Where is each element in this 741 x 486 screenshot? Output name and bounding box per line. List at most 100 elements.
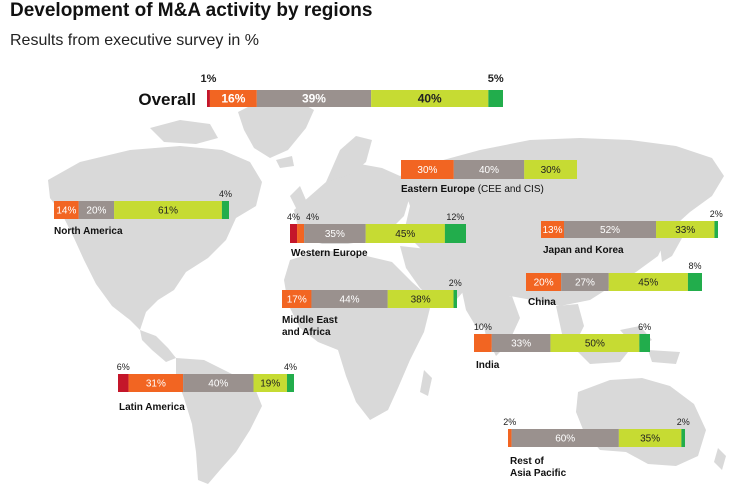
data-label-latin-america-increase: 19% xyxy=(260,379,280,390)
region-label-latin-america: Latin America xyxy=(119,402,185,413)
region-north-america: 14% 20% 61% 4% North America xyxy=(54,189,232,237)
bar-segment-western-europe-unchanged xyxy=(304,224,366,243)
data-label-japan-korea-strong-increase: 2% xyxy=(710,209,723,219)
data-label-china-unchanged: 27% xyxy=(575,278,595,289)
data-label-rest-asia-pacific-decrease: 2% xyxy=(503,417,516,427)
data-label-india-decrease: 10% xyxy=(474,322,492,332)
data-label-north-america-unchanged: 20% xyxy=(86,206,106,217)
region-label-rest-asia-pacific-line-2: Asia Pacific xyxy=(510,468,567,479)
data-label-north-america-strong-increase: 4% xyxy=(219,189,232,199)
bar-segment-overall-strong-decrease xyxy=(207,90,210,107)
bar-segment-japan-korea-decrease xyxy=(541,221,565,238)
bar-segment-india-increase xyxy=(550,334,640,352)
region-label-japan-korea: Japan and Korea xyxy=(543,245,624,256)
bar-segment-latin-america-decrease xyxy=(128,374,184,392)
data-label-north-america-decrease: 14% xyxy=(56,206,76,217)
data-label-latin-america-unchanged: 40% xyxy=(208,379,228,390)
bar-segment-eastern-europe-decrease xyxy=(401,160,454,179)
data-label-china-strong-increase: 8% xyxy=(688,261,701,271)
bar-segment-north-america-unchanged xyxy=(78,201,115,219)
data-label-overall-strong-increase: 5% xyxy=(488,73,504,85)
data-label-overall-increase: 40% xyxy=(418,91,442,105)
bar-segment-middle-east-africa-increase xyxy=(387,290,454,308)
region-western-europe: 4% 4% 35% 45% 12% Western Europe xyxy=(287,212,466,259)
region-label-overall: Overall xyxy=(138,90,196,109)
data-label-china-decrease: 20% xyxy=(534,278,554,289)
bar-segment-china-increase xyxy=(608,273,688,291)
bar-segment-china-decrease xyxy=(526,273,562,291)
data-label-india-strong-increase: 6% xyxy=(638,322,651,332)
bar-segment-overall-increase xyxy=(371,90,489,107)
data-label-india-increase: 50% xyxy=(585,339,605,350)
chart-subtitle: Results from executive survey in % xyxy=(10,32,259,49)
bar-segment-india-unchanged xyxy=(491,334,551,352)
bar-segment-western-europe-increase xyxy=(365,224,445,243)
data-label-middle-east-africa-increase: 38% xyxy=(411,295,431,306)
data-label-eastern-europe-decrease: 30% xyxy=(417,165,437,176)
region-japan-korea: 13% 52% 33% 2% Japan and Korea xyxy=(541,209,723,256)
region-label-suffix: (CEE and CIS) xyxy=(475,184,544,195)
bar-segment-india-decrease xyxy=(474,334,492,352)
bar-segment-latin-america-increase xyxy=(253,374,287,392)
data-label-latin-america-strong-increase: 4% xyxy=(284,362,297,372)
data-label-western-europe-increase: 45% xyxy=(395,229,415,240)
bar-segment-latin-america-strong-decrease xyxy=(118,374,129,392)
bar-segment-china-strong-increase xyxy=(687,273,702,291)
data-label-india-unchanged: 33% xyxy=(511,339,531,350)
data-label-japan-korea-decrease: 13% xyxy=(542,225,562,236)
data-label-north-america-increase: 61% xyxy=(158,206,178,217)
region-india: 10% 33% 50% 6% India xyxy=(474,322,651,371)
bar-segment-eastern-europe-unchanged xyxy=(453,160,525,179)
data-label-overall-strong-decrease: 1% xyxy=(201,73,217,85)
data-label-western-europe-strong-decrease: 4% xyxy=(287,212,300,222)
bar-segment-middle-east-africa-unchanged xyxy=(311,290,388,308)
data-label-china-increase: 45% xyxy=(638,278,658,289)
region-eastern-europe: 30% 40% 30% Eastern Europe (CEE and CIS) xyxy=(401,160,577,195)
bar-segment-rest-asia-pacific-decrease xyxy=(508,429,512,447)
data-label-overall-decrease: 16% xyxy=(221,91,245,105)
bar-segment-eastern-europe-increase xyxy=(524,160,577,179)
data-label-western-europe-strong-increase: 12% xyxy=(446,212,464,222)
bar-segment-overall-strong-increase xyxy=(488,90,503,107)
data-label-western-europe-unchanged: 35% xyxy=(325,229,345,240)
region-label-north-america: North America xyxy=(54,226,123,237)
bar-segment-overall-decrease xyxy=(209,90,257,107)
data-label-overall-unchanged: 39% xyxy=(302,91,326,105)
region-label-eastern-europe: Eastern Europe (CEE and CIS) xyxy=(401,184,544,195)
bar-segment-north-america-decrease xyxy=(54,201,79,219)
region-label-middle-east-africa-line-2: and Africa xyxy=(282,327,331,338)
bar-segment-rest-asia-pacific-strong-increase xyxy=(681,429,685,447)
bar-segment-western-europe-strong-increase xyxy=(444,224,466,243)
bar-segment-japan-korea-unchanged xyxy=(564,221,657,238)
bar-segment-north-america-increase xyxy=(114,201,222,219)
data-label-eastern-europe-unchanged: 40% xyxy=(479,165,499,176)
region-label-rest-asia-pacific-line-1: Rest of xyxy=(510,456,545,467)
bar-segment-middle-east-africa-strong-increase xyxy=(453,290,457,308)
data-label-western-europe-decrease: 4% xyxy=(306,212,319,222)
bar-segment-middle-east-africa-decrease xyxy=(282,290,312,308)
bar-segment-latin-america-unchanged xyxy=(183,374,254,392)
data-label-rest-asia-pacific-unchanged: 60% xyxy=(555,434,575,445)
data-label-middle-east-africa-unchanged: 44% xyxy=(340,295,360,306)
region-label-western-europe: Western Europe xyxy=(291,248,368,259)
data-label-japan-korea-unchanged: 52% xyxy=(600,225,620,236)
data-label-middle-east-africa-strong-increase: 2% xyxy=(449,278,462,288)
region-label-india: India xyxy=(476,360,500,371)
data-label-middle-east-africa-decrease: 17% xyxy=(287,295,307,306)
bar-segment-western-europe-strong-decrease xyxy=(290,224,298,243)
bar-segment-china-unchanged xyxy=(561,273,609,291)
data-label-latin-america-decrease: 31% xyxy=(146,379,166,390)
bar-segment-western-europe-decrease xyxy=(297,224,305,243)
bar-segment-india-strong-increase xyxy=(639,334,650,352)
region-latin-america: 6% 31% 40% 19% 4% Latin America xyxy=(117,362,297,413)
bar-segment-latin-america-strong-increase xyxy=(286,374,294,392)
bar-segment-rest-asia-pacific-unchanged xyxy=(511,429,619,447)
region-label-middle-east-africa-line-1: Middle East xyxy=(282,315,338,326)
bar-segment-overall-unchanged xyxy=(256,90,372,107)
bar-segment-rest-asia-pacific-increase xyxy=(618,429,682,447)
region-china: 20% 27% 45% 8% China xyxy=(526,261,702,308)
chart-title: Development of M&A activity by regions xyxy=(10,0,373,21)
